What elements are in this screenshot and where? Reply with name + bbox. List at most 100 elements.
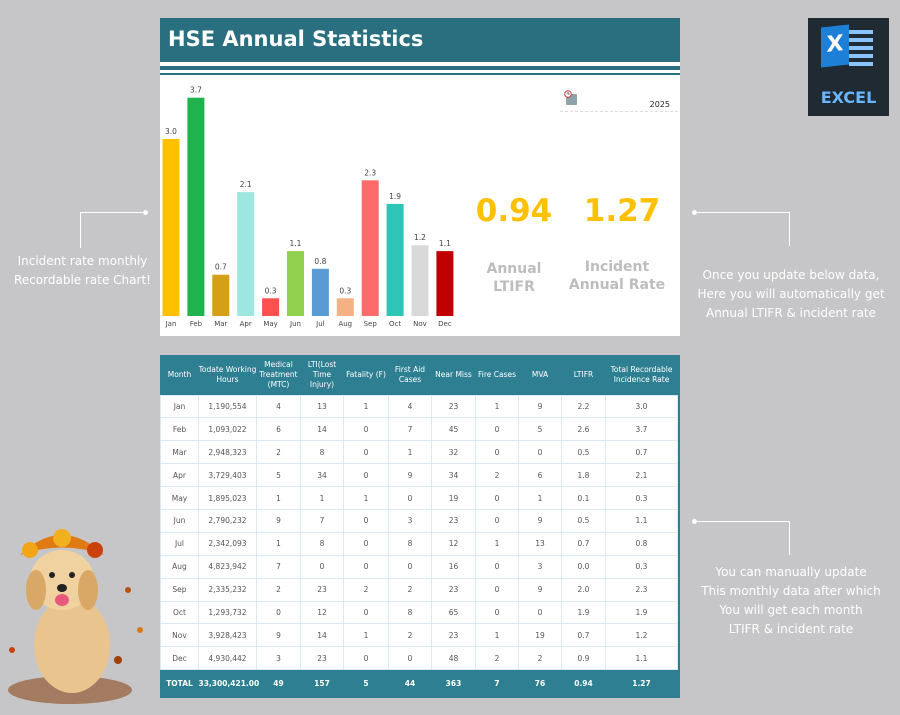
table-cell[interactable]: 2.6 [561, 417, 606, 442]
table-cell[interactable]: 1 [475, 623, 519, 648]
table-cell[interactable]: 12 [300, 600, 344, 625]
table-cell[interactable]: 2 [475, 463, 519, 488]
table-cell[interactable]: 1,093,022 [198, 417, 257, 442]
table-cell[interactable]: 2 [256, 577, 301, 602]
table-cell[interactable]: 9 [518, 394, 562, 419]
table-cell[interactable]: 23 [431, 508, 476, 533]
table-cell[interactable]: 4 [388, 394, 432, 419]
table-cell[interactable]: 0 [475, 600, 519, 625]
table-cell[interactable]: 1.1 [605, 646, 678, 671]
table-cell[interactable]: 0 [475, 554, 519, 579]
table-cell[interactable]: 9 [388, 463, 432, 488]
table-cell[interactable]: 0.8 [605, 531, 678, 556]
table-cell[interactable]: 0.0 [561, 554, 606, 579]
table-cell[interactable]: Dec [160, 646, 199, 671]
table-cell[interactable]: 0 [343, 440, 389, 465]
table-cell[interactable]: 6 [256, 417, 301, 442]
table-cell[interactable]: 0 [388, 646, 432, 671]
table-cell[interactable]: 2,948,323 [198, 440, 257, 465]
table-cell[interactable]: 0 [343, 554, 389, 579]
table-cell[interactable]: 0 [343, 646, 389, 671]
table-cell[interactable]: 7 [300, 508, 344, 533]
table-cell[interactable]: 0 [256, 600, 301, 625]
table-cell[interactable]: 8 [300, 440, 344, 465]
table-cell[interactable]: 0 [475, 417, 519, 442]
table-cell[interactable]: 23 [300, 646, 344, 671]
table-cell[interactable]: 1 [343, 394, 389, 419]
table-cell[interactable]: 7 [256, 554, 301, 579]
table-cell[interactable]: 1.8 [561, 463, 606, 488]
table-cell[interactable]: 14 [300, 417, 344, 442]
year-selector[interactable]: 2025 [560, 90, 678, 112]
table-cell[interactable]: 2 [518, 646, 562, 671]
table-cell[interactable]: 0.1 [561, 486, 606, 510]
table-cell[interactable]: Nov [160, 623, 199, 648]
table-cell[interactable]: 0.9 [561, 646, 606, 671]
table-cell[interactable]: 23 [431, 577, 476, 602]
table-cell[interactable]: 1 [475, 531, 519, 556]
table-cell[interactable]: 3 [388, 508, 432, 533]
table-cell[interactable]: 2.3 [605, 577, 678, 602]
table-cell[interactable]: 9 [518, 577, 562, 602]
table-cell[interactable]: 0.5 [561, 440, 606, 465]
table-cell[interactable]: 2.1 [605, 463, 678, 488]
table-cell[interactable]: 0 [388, 486, 432, 510]
table-cell[interactable]: 0 [343, 417, 389, 442]
calendar-icon[interactable] [564, 90, 578, 106]
table-cell[interactable]: 0 [343, 600, 389, 625]
table-cell[interactable]: 3,729,403 [198, 463, 257, 488]
table-cell[interactable]: 3 [256, 646, 301, 671]
table-cell[interactable]: Jun [160, 508, 199, 533]
table-cell[interactable]: 0.7 [561, 531, 606, 556]
table-cell[interactable]: Aug [160, 554, 199, 579]
table-cell[interactable]: 0.7 [561, 623, 606, 648]
table-cell[interactable]: 1 [300, 486, 344, 510]
table-cell[interactable]: 2,335,232 [198, 577, 257, 602]
table-cell[interactable]: Apr [160, 463, 199, 488]
table-cell[interactable]: 0.7 [605, 440, 678, 465]
table-cell[interactable]: 2 [256, 440, 301, 465]
table-cell[interactable]: 1.1 [605, 508, 678, 533]
table-cell[interactable]: 7 [388, 417, 432, 442]
table-cell[interactable]: 1 [388, 440, 432, 465]
table-cell[interactable]: 9 [256, 623, 301, 648]
table-cell[interactable]: 13 [518, 531, 562, 556]
table-cell[interactable]: Feb [160, 417, 199, 442]
table-cell[interactable]: 19 [518, 623, 562, 648]
table-cell[interactable]: Oct [160, 600, 199, 625]
table-cell[interactable]: May [160, 486, 199, 510]
table-cell[interactable]: 0 [475, 508, 519, 533]
table-cell[interactable]: 5 [518, 417, 562, 442]
table-cell[interactable]: 1 [343, 623, 389, 648]
table-cell[interactable]: 0 [388, 554, 432, 579]
table-cell[interactable]: 8 [300, 531, 344, 556]
table-cell[interactable]: 3 [518, 554, 562, 579]
table-cell[interactable]: 32 [431, 440, 476, 465]
table-cell[interactable]: 1,293,732 [198, 600, 257, 625]
table-cell[interactable]: 2 [388, 623, 432, 648]
table-cell[interactable]: 0.3 [605, 554, 678, 579]
table-cell[interactable]: 2 [475, 646, 519, 671]
table-cell[interactable]: 6 [518, 463, 562, 488]
table-cell[interactable]: 2 [388, 577, 432, 602]
table-cell[interactable]: 1 [256, 531, 301, 556]
table-cell[interactable]: 2,342,093 [198, 531, 257, 556]
table-cell[interactable]: 19 [431, 486, 476, 510]
table-cell[interactable]: 23 [431, 623, 476, 648]
table-cell[interactable]: 9 [256, 508, 301, 533]
table-cell[interactable]: 3.0 [605, 394, 678, 419]
table-cell[interactable]: 2.2 [561, 394, 606, 419]
table-cell[interactable]: 9 [518, 508, 562, 533]
table-cell[interactable]: 0 [343, 508, 389, 533]
table-cell[interactable]: 8 [388, 531, 432, 556]
table-cell[interactable]: 1.9 [605, 600, 678, 625]
table-cell[interactable]: 0.5 [561, 508, 606, 533]
table-cell[interactable]: 14 [300, 623, 344, 648]
table-cell[interactable]: Mar [160, 440, 199, 465]
table-cell[interactable]: 4,823,942 [198, 554, 257, 579]
table-cell[interactable]: 0.3 [605, 486, 678, 510]
table-cell[interactable]: Sep [160, 577, 199, 602]
table-cell[interactable]: 1 [343, 486, 389, 510]
table-cell[interactable]: 4 [256, 394, 301, 419]
table-cell[interactable]: 3,928,423 [198, 623, 257, 648]
